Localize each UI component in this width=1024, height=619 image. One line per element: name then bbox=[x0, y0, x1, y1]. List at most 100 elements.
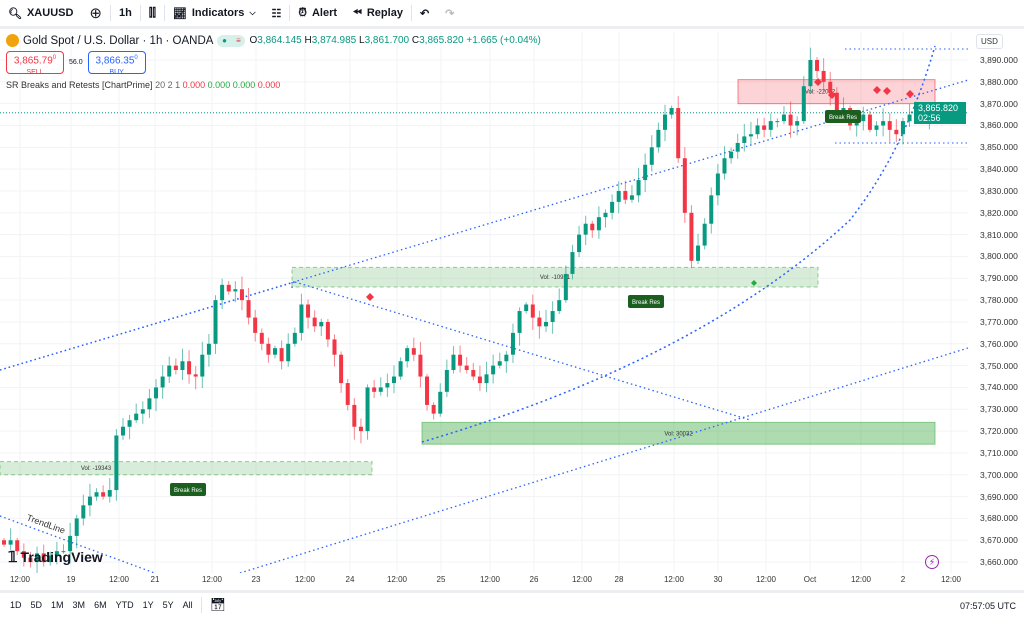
candle-body bbox=[682, 158, 687, 213]
candle bbox=[273, 345, 278, 359]
replay-button[interactable]: ⏪︎ Replay bbox=[353, 6, 403, 20]
candle bbox=[167, 356, 172, 384]
candle-body bbox=[662, 114, 667, 130]
candle bbox=[94, 488, 99, 501]
candle-body bbox=[213, 300, 218, 344]
range-1y[interactable]: 1Y bbox=[142, 599, 154, 610]
candle-body bbox=[378, 387, 383, 392]
candle bbox=[715, 163, 720, 206]
candle bbox=[735, 133, 740, 159]
search-icon: 🔍︎ bbox=[8, 7, 22, 20]
range-3m[interactable]: 3M bbox=[72, 599, 86, 610]
sell-button[interactable]: 3,865.790 SELL bbox=[6, 51, 64, 76]
redo-button[interactable]: ↷ bbox=[437, 0, 462, 26]
market-status-icon[interactable]: ● ≡ bbox=[217, 34, 246, 47]
candle bbox=[101, 485, 106, 500]
indicator-legend[interactable]: SR Breaks and Retests [ChartPrime] 20 2 … bbox=[6, 80, 281, 90]
candle bbox=[345, 378, 350, 411]
candle-body bbox=[524, 304, 529, 312]
templates-button[interactable]: ☷ bbox=[264, 0, 290, 26]
candle bbox=[378, 377, 383, 396]
candle-body bbox=[715, 173, 720, 196]
chart-type-button[interactable]: ⫿⫿ bbox=[141, 0, 164, 26]
spread-value: 56.0 bbox=[69, 59, 83, 66]
candle-body bbox=[418, 354, 423, 377]
range-5y[interactable]: 5Y bbox=[162, 599, 174, 610]
price-label: 3,690.000 bbox=[980, 491, 1018, 502]
candle-body bbox=[385, 383, 390, 388]
price-chart[interactable]: Vol: -19343 Vol: -10921 Vol: 30032 Vol: -22… bbox=[0, 32, 968, 573]
zone-label: Vol: -10921 bbox=[540, 275, 571, 281]
range-6m[interactable]: 6M bbox=[94, 599, 107, 610]
candle-body bbox=[768, 121, 773, 130]
candle bbox=[312, 310, 317, 333]
chevron-down-icon[interactable]: ⌵ bbox=[249, 8, 256, 17]
candle-body bbox=[107, 490, 112, 497]
divider bbox=[200, 596, 202, 613]
price-label: 3,790.000 bbox=[980, 273, 1018, 284]
candle-body bbox=[411, 348, 416, 355]
candle-body bbox=[41, 553, 46, 563]
clock[interactable]: 07:57:05 UTC bbox=[959, 601, 1016, 611]
price-label: 3,710.000 bbox=[980, 447, 1018, 458]
candle-body bbox=[438, 391, 443, 414]
candle-body bbox=[775, 121, 780, 123]
price-label: 3,780.000 bbox=[980, 295, 1018, 306]
range-1m[interactable]: 1M bbox=[51, 599, 64, 610]
candle bbox=[702, 218, 707, 250]
indicators-button[interactable]: 📈︎ Indicators ⌵ bbox=[172, 7, 256, 20]
candle bbox=[107, 477, 112, 503]
time-label: 12:00 bbox=[9, 575, 31, 584]
buy-button[interactable]: 3,866.350 BUY bbox=[87, 51, 146, 76]
candle-body bbox=[206, 343, 211, 355]
candle-body bbox=[596, 217, 601, 231]
candle-body bbox=[828, 81, 833, 93]
candle-body bbox=[570, 252, 575, 274]
time-axis[interactable]: 12:00 19 12:00 21 12:00 23 12:00 24 12:00 25 12:00… bbox=[0, 573, 968, 587]
candle bbox=[279, 340, 284, 370]
price-label: 3,800.000 bbox=[980, 251, 1018, 262]
range-1d[interactable]: 1D bbox=[10, 599, 22, 610]
time-label: 12:00 bbox=[850, 575, 872, 584]
range-all[interactable]: All bbox=[182, 599, 193, 610]
candle bbox=[200, 341, 205, 389]
candle-body bbox=[517, 311, 522, 333]
candle bbox=[510, 323, 515, 363]
lightning-icon[interactable]: ⚡︎ bbox=[925, 555, 939, 569]
candle bbox=[643, 153, 648, 193]
diamond-marker bbox=[751, 280, 757, 286]
range-ytd[interactable]: YTD bbox=[115, 599, 134, 610]
candle bbox=[391, 365, 396, 394]
candle bbox=[781, 106, 786, 125]
price-label: 3,850.000 bbox=[980, 142, 1018, 153]
candle-body bbox=[834, 92, 839, 113]
candle-body bbox=[120, 426, 125, 436]
undo-button[interactable]: ↶ bbox=[412, 0, 437, 26]
candle bbox=[398, 357, 403, 380]
indicators-icon: 📈︎ bbox=[172, 7, 187, 20]
candle bbox=[887, 112, 892, 143]
goto-date-icon[interactable]: 📅︎ bbox=[209, 596, 227, 612]
candle-body bbox=[81, 505, 86, 519]
symbol-search[interactable]: 🔍︎ XAUUSD bbox=[8, 7, 74, 20]
candle bbox=[616, 181, 621, 214]
candle-body bbox=[306, 304, 311, 318]
price-label: 3,870.000 bbox=[980, 98, 1018, 109]
trend-line bbox=[239, 347, 968, 573]
candle-body bbox=[35, 553, 40, 563]
tradingview-logo[interactable]: 𝟙 TradingView bbox=[8, 549, 103, 566]
range-5d[interactable]: 5D bbox=[30, 599, 43, 610]
compare-button[interactable]: ⊕ bbox=[81, 0, 110, 26]
currency-selector[interactable]: USD bbox=[976, 34, 1003, 49]
current-price-tag: 3,865.820 02:56 bbox=[914, 102, 966, 124]
candle-body bbox=[881, 121, 886, 126]
candle bbox=[339, 351, 344, 393]
candle bbox=[689, 205, 694, 269]
candle-body bbox=[900, 121, 905, 135]
candle-body bbox=[405, 348, 410, 362]
interval-button[interactable]: 1h bbox=[119, 7, 132, 19]
candle-body bbox=[537, 317, 542, 327]
price-axis[interactable]: USD 3,890.000 3,880.000 3,870.000 3,860.000… bbox=[914, 32, 1024, 573]
alert-button[interactable]: ⏰︎ Alert bbox=[298, 6, 338, 20]
zone-label: Vol: -19343 bbox=[81, 466, 112, 472]
